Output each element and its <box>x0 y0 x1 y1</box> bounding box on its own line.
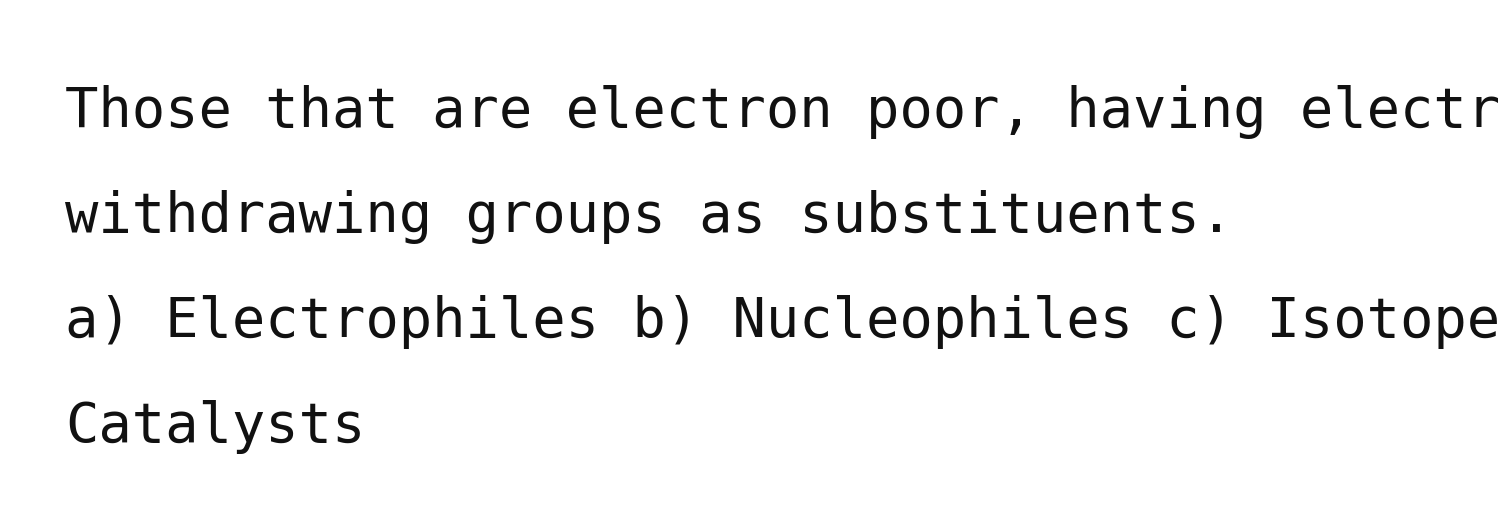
Text: a) Electrophiles b) Nucleophiles c) Isotopes d): a) Electrophiles b) Nucleophiles c) Isot… <box>64 295 1500 349</box>
Text: Catalysts: Catalysts <box>64 400 366 454</box>
Text: withdrawing groups as substituents.: withdrawing groups as substituents. <box>64 190 1233 244</box>
Text: Those that are electron poor, having electron: Those that are electron poor, having ele… <box>64 85 1500 139</box>
